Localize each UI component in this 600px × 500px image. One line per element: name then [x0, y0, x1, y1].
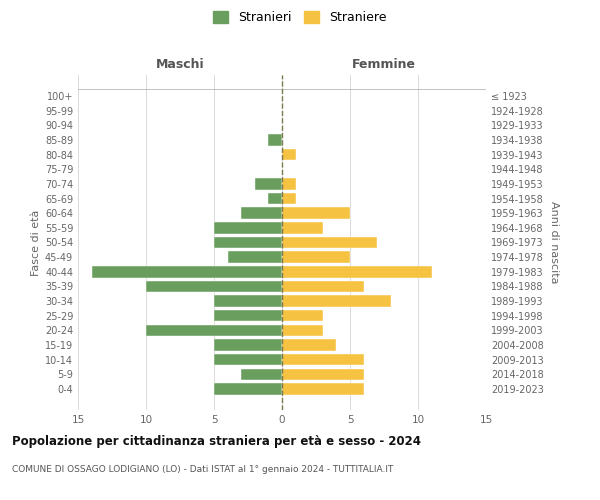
Bar: [282, 296, 391, 307]
Bar: [241, 368, 282, 380]
Bar: [146, 324, 282, 336]
Bar: [282, 237, 377, 248]
Bar: [282, 222, 323, 234]
Bar: [282, 310, 323, 322]
Bar: [282, 340, 337, 351]
Bar: [241, 208, 282, 219]
Bar: [214, 384, 282, 395]
Bar: [282, 178, 296, 190]
Bar: [214, 222, 282, 234]
Bar: [282, 208, 350, 219]
Text: COMUNE DI OSSAGO LODIGIANO (LO) - Dati ISTAT al 1° gennaio 2024 - TUTTITALIA.IT: COMUNE DI OSSAGO LODIGIANO (LO) - Dati I…: [12, 465, 394, 474]
Bar: [282, 324, 323, 336]
Bar: [282, 252, 350, 263]
Bar: [214, 354, 282, 366]
Bar: [214, 296, 282, 307]
Bar: [282, 266, 431, 278]
Bar: [214, 340, 282, 351]
Text: Popolazione per cittadinanza straniera per età e sesso - 2024: Popolazione per cittadinanza straniera p…: [12, 435, 421, 448]
Bar: [268, 193, 282, 204]
Bar: [282, 368, 364, 380]
Bar: [282, 281, 364, 292]
Text: Maschi: Maschi: [155, 58, 205, 71]
Bar: [268, 134, 282, 145]
Bar: [255, 178, 282, 190]
Bar: [214, 310, 282, 322]
Bar: [282, 354, 364, 366]
Legend: Stranieri, Straniere: Stranieri, Straniere: [213, 11, 387, 24]
Y-axis label: Anni di nascita: Anni di nascita: [549, 201, 559, 284]
Bar: [227, 252, 282, 263]
Bar: [282, 149, 296, 160]
Bar: [146, 281, 282, 292]
Bar: [92, 266, 282, 278]
Bar: [214, 237, 282, 248]
Text: Femmine: Femmine: [352, 58, 416, 71]
Y-axis label: Fasce di età: Fasce di età: [31, 210, 41, 276]
Bar: [282, 193, 296, 204]
Bar: [282, 384, 364, 395]
